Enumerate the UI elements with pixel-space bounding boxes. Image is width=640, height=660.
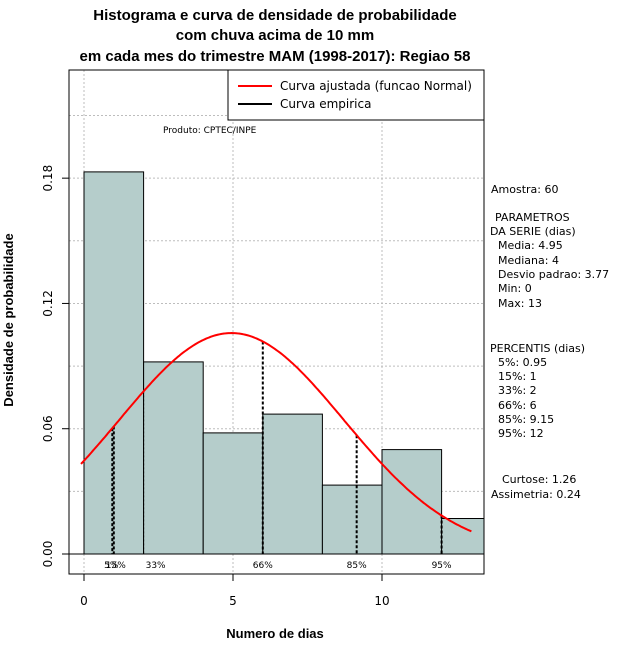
x-tick-label-2: 10 <box>374 594 389 608</box>
percentile-85: 85%: 9.15 <box>498 413 554 426</box>
x-axis-label: Numero de dias <box>226 626 324 641</box>
param-sd: Desvio padrao: 3.77 <box>498 268 609 281</box>
y-axis: 0.00 0.06 0.12 0.18 <box>41 165 69 568</box>
histogram-bar-3 <box>262 413 323 555</box>
x-tick-label-1: 5 <box>229 594 237 608</box>
histogram-bar-5 <box>381 449 443 555</box>
sample-size: Amostra: 60 <box>491 183 558 196</box>
product-annotation: Produto: CPTEC/INPE <box>163 126 257 136</box>
y-axis-label: Densidade de probabilidade <box>1 233 16 406</box>
param-min: Min: 0 <box>498 282 532 295</box>
percentile-label-95: 95% <box>432 561 452 571</box>
kurtosis: Curtose: 1.26 <box>502 473 576 486</box>
chart-title-line-3: em cada mes do trimestre MAM (1998-2017)… <box>80 48 471 65</box>
y-tick-label-2: 0.12 <box>41 290 55 317</box>
histogram-bar-2 <box>202 432 264 555</box>
percentile-label-5: 5% <box>104 561 119 571</box>
percentile-33: 33%: 2 <box>498 384 537 397</box>
histogram-bar-6 <box>441 518 485 555</box>
percentile-95: 95%: 12 <box>498 427 544 440</box>
param-median: Mediana: 4 <box>498 254 559 267</box>
side-panel: Amostra: 60 PARAMETROS DA SERIE (dias) M… <box>490 183 609 501</box>
params-title-2: DA SERIE (dias) <box>490 225 576 238</box>
percentile-label-15: 15% <box>106 561 126 571</box>
legend-label-fit: Curva ajustada (funcao Normal) <box>280 79 472 93</box>
param-mean: Media: 4.95 <box>498 239 563 252</box>
skewness: Assimetria: 0.24 <box>491 488 581 501</box>
normal-curve <box>80 331 472 533</box>
percentile-label-85: 85% <box>347 561 367 571</box>
bars-layer <box>69 171 485 555</box>
legend-box <box>227 69 485 121</box>
legend-label-empirical: Curva empirica <box>280 97 371 111</box>
chart-title-line-1: Histograma e curva de densidade de proba… <box>93 7 456 24</box>
param-max: Max: 13 <box>498 297 542 310</box>
y-tick-label-3: 0.18 <box>41 165 55 192</box>
y-tick-label-1: 0.06 <box>41 415 55 442</box>
params-title-1: PARAMETROS <box>495 211 570 224</box>
percentile-5: 5%: 0.95 <box>498 356 547 369</box>
percentile-66: 66%: 6 <box>498 399 537 412</box>
legend: Curva ajustada (funcao Normal) Curva emp… <box>227 69 485 121</box>
x-axis: 0 5 10 <box>80 574 390 608</box>
percentile-label-33: 33% <box>146 561 166 571</box>
histogram-bar-1 <box>143 361 204 555</box>
percentile-15: 15%: 1 <box>498 370 537 383</box>
percentiles-title: PERCENTIS (dias) <box>490 342 585 355</box>
chart-title-line-2: com chuva acima de 10 mm <box>176 27 374 44</box>
histogram-bar-4 <box>321 484 383 555</box>
x-tick-label-0: 0 <box>80 594 88 608</box>
percentile-label-66: 66% <box>253 561 273 571</box>
percentile-layer: 5%15% 33% 66% 85% 95% <box>104 341 452 571</box>
y-tick-label-0: 0.00 <box>41 541 55 568</box>
